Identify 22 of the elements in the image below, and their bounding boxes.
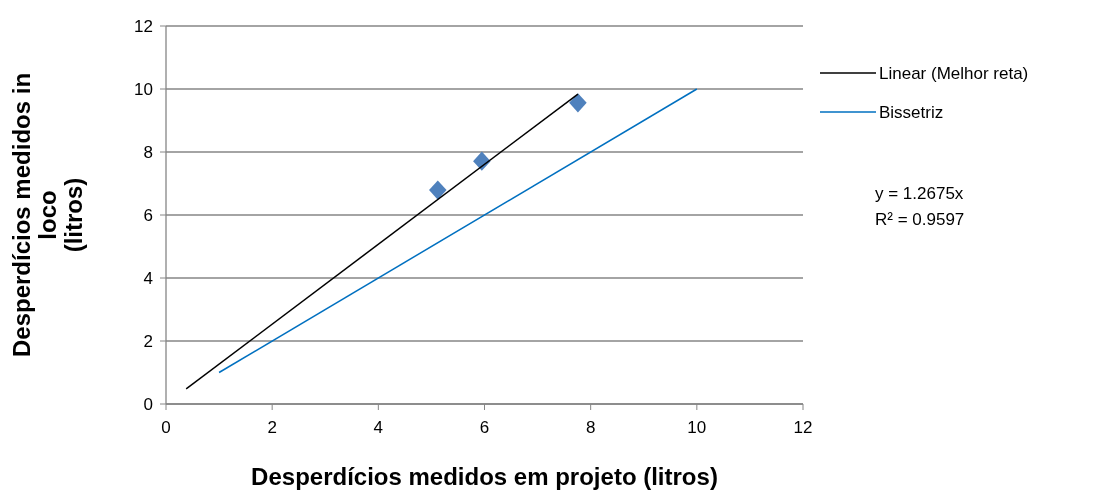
point [569, 93, 587, 113]
x-tick-label: 8 [585, 418, 596, 437]
y-tick-label: 4 [143, 268, 153, 288]
y-tick-label: 0 [143, 394, 153, 414]
y-tick-label: 10 [134, 79, 153, 99]
y-tick-label: 2 [143, 331, 153, 351]
y-tick-label: 8 [143, 142, 153, 162]
x-tick-label: 12 [793, 418, 813, 437]
point [429, 180, 447, 200]
legend-label: Bissetriz [879, 102, 944, 122]
x-tick-label: 6 [479, 418, 490, 437]
y-tick-label: 12 [134, 16, 153, 36]
text: y = 1.2675x [875, 184, 964, 203]
x-axis-title: Desperdícios medidos em projeto (litros) [251, 463, 718, 490]
y-tick-label: 6 [143, 205, 153, 225]
y-axis-title: Desperdícios medidos in loco (litros) [8, 72, 87, 358]
legend-label: Linear (Melhor reta) [879, 63, 1029, 83]
x-tick-label: 4 [373, 418, 384, 437]
text: R² = 0.9597 [875, 210, 965, 229]
x-tick-label: 10 [687, 418, 707, 437]
x-tick-label: 2 [267, 418, 277, 437]
x-tick-label: 0 [161, 418, 171, 437]
